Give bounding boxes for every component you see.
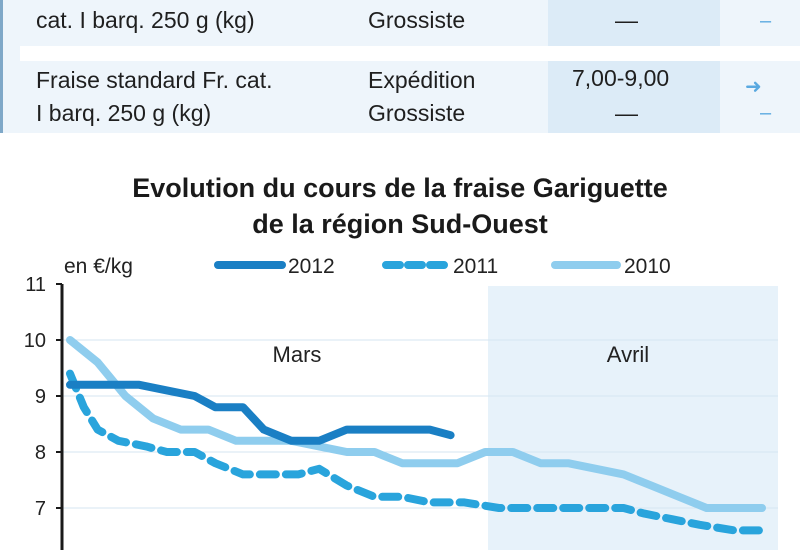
chart-title-line2: de la région Sud-Ouest	[252, 209, 548, 239]
y-axis-label: en €/kg	[64, 255, 133, 278]
y-tick-label: 10	[24, 330, 46, 352]
y-tick-label: 7	[35, 498, 46, 520]
series-line-2010	[66, 336, 766, 512]
trend-arrow-icon: ➜	[745, 76, 762, 98]
y-tick-label: 8	[35, 442, 46, 464]
row-separator	[20, 46, 800, 61]
price-value: —	[615, 100, 638, 126]
price-value: —	[615, 7, 638, 33]
stage-label: Expédition	[368, 67, 476, 93]
period-label: Mars	[273, 342, 322, 367]
series-line-2011	[66, 369, 766, 535]
y-tick-label: 11	[25, 274, 46, 296]
table-left-rule	[0, 0, 3, 133]
price-column-band	[548, 0, 720, 133]
legend-label-2012: 2012	[288, 255, 335, 278]
price-value: 7,00-9,00	[572, 65, 670, 91]
product-name: cat. I barq. 250 g (kg)	[36, 7, 255, 33]
price-table: cat. I barq. 250 g (kg) Grossiste — – Fr…	[0, 0, 800, 133]
product-name-line2: I barq. 250 g (kg)	[36, 100, 212, 126]
period-label: Avril	[607, 342, 649, 367]
legend-label-2011: 2011	[453, 255, 498, 278]
legend-label-2010: 2010	[624, 255, 671, 278]
product-name: Fraise standard Fr. cat.	[36, 67, 273, 93]
chart-title: Evolution du cours de la fraise Gariguet…	[0, 170, 800, 242]
trend-flat-icon: –	[760, 10, 772, 32]
series-line-2012	[66, 380, 455, 445]
y-tick-label: 9	[35, 386, 46, 408]
chart-title-line1: Evolution du cours de la fraise Gariguet…	[132, 173, 668, 203]
trend-flat-icon: –	[760, 102, 772, 124]
stage-label: Grossiste	[368, 7, 466, 33]
stage-label: Grossiste	[368, 100, 466, 126]
